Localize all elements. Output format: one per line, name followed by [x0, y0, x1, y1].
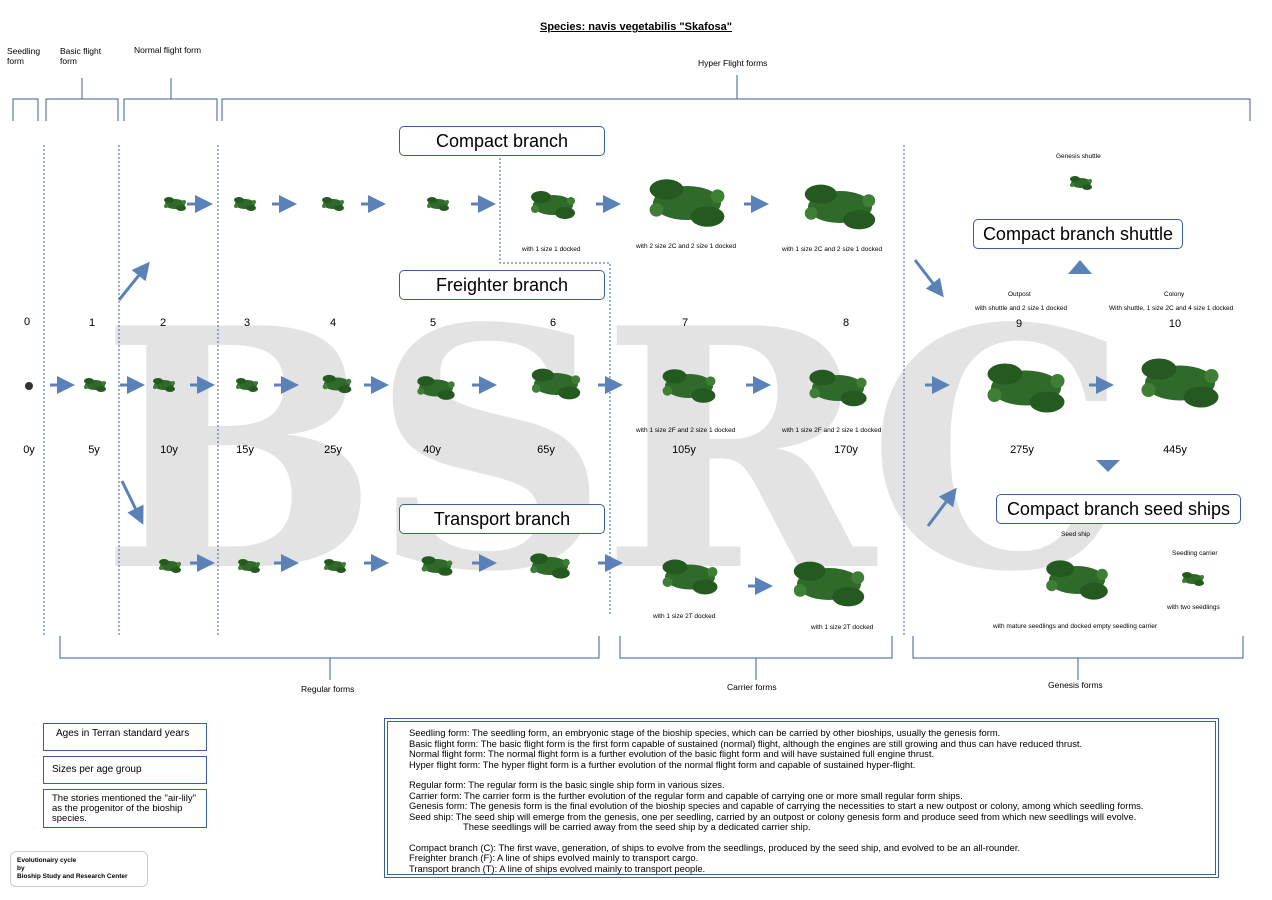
age-group-10: 10 [1168, 318, 1182, 330]
desc-line: Freighter branch (F): A line of ships ev… [409, 852, 699, 863]
desc-line: Genesis form: The genesis form is the fi… [409, 800, 1144, 811]
legend-ages: Ages in Terran standard years [43, 723, 207, 751]
caption-mature: with mature seedlings and docked empty s… [993, 623, 1158, 630]
caption-t8: with 1 size 2T docked [811, 624, 874, 631]
branch-freighter: Freighter branch [399, 270, 605, 300]
age-group-5: 5 [429, 317, 437, 329]
caption-genesis-shuttle: Genesis shuttle [1056, 153, 1101, 160]
legend-stories: The stories mentioned the "air-lily" as … [43, 789, 207, 828]
desc-line: Hyper flight form: The hyper flight form… [409, 758, 916, 770]
age-group-1: 1 [88, 317, 96, 329]
group-genesis: Genesis forms [1048, 680, 1103, 690]
caption-f8: with 1 size 2F and 2 size 1 docked [782, 427, 882, 434]
desc-line: Transport branch (T): A line of ships ev… [409, 862, 706, 874]
age-5: 40y [423, 444, 441, 456]
age-7: 105y [672, 444, 696, 456]
caption-seedling-carrier: Seedling carrier [1172, 550, 1218, 557]
branch-compact: Compact branch [399, 126, 605, 156]
caption-seed-ship: Seed ship [1061, 531, 1090, 538]
age-4: 25y [324, 444, 342, 456]
age-group-8: 8 [842, 317, 850, 329]
age-8: 170y [834, 444, 858, 456]
age-2: 10y [160, 444, 178, 456]
stage-label-hyper: Hyper Flight forms [698, 58, 768, 68]
stage-label-seedling: Seedling form [7, 46, 41, 66]
desc-line: Compact branch (C): The first wave, gene… [409, 841, 1021, 853]
description-box: Seedling form: The seedling form, an emb… [384, 718, 1219, 878]
age-group-7: 7 [681, 317, 689, 329]
group-regular: Regular forms [301, 684, 355, 694]
caption-outpost: Outpost [1008, 291, 1031, 298]
caption-outpost-sub: with shuttle and 2 size 1 docked [975, 305, 1068, 312]
group-carrier: Carrier forms [727, 682, 777, 692]
desc-line: Normal flight form: The normal flight fo… [409, 748, 935, 759]
credit-line: Bioship Study and Research Center [17, 873, 128, 880]
branch-shuttle: Compact branch shuttle [973, 219, 1183, 249]
credit-line: Evolutionairy cycle [17, 857, 77, 864]
stage-label-normal: Normal flight form [134, 45, 202, 55]
caption-with-two: with two seedlings [1167, 604, 1220, 611]
desc-line: Carrier form: The carrier form is the fu… [409, 789, 963, 801]
age-group-9: 9 [1015, 318, 1023, 330]
caption-colony: Colony [1164, 291, 1185, 298]
caption-f7: with 1 size 2F and 2 size 1 docked [636, 427, 736, 434]
age-group-2: 2 [159, 317, 167, 329]
credit-line: by [17, 865, 25, 872]
desc-line: Regular form: The regular form is the ba… [409, 779, 725, 790]
branch-seed: Compact branch seed ships [996, 494, 1241, 524]
age-group-4: 4 [329, 317, 337, 329]
desc-line: These seedlings will be carried away fro… [463, 821, 811, 832]
age-9: 275y [1010, 444, 1034, 456]
credit-box: Evolutionairy cycle by Bioship Study and… [10, 851, 148, 887]
desc-line: Seedling form: The seedling form, an emb… [409, 727, 1001, 738]
caption-c8: with 1 size 2C and 2 size 1 docked [782, 246, 883, 253]
page-title: Species: navis vegetabilis "Skafosa" [539, 21, 733, 33]
age-10: 445y [1163, 444, 1187, 456]
stage-label-basic: Basic flight form [60, 46, 102, 66]
caption-c7: with 2 size 2C and 2 size 1 docked [636, 243, 737, 250]
caption-colony-sub: With shuttle, 1 size 2C and 4 size 1 doc… [1109, 305, 1234, 312]
bracket-seedling [12, 98, 39, 121]
age-group-0: 0 [23, 316, 31, 328]
desc-line: Seed ship: The seed ship will emerge fro… [409, 810, 1137, 822]
legend-sizes: Sizes per age group [43, 756, 207, 784]
age-0: 0y [23, 444, 35, 456]
age-group-3: 3 [243, 317, 251, 329]
age-6: 65y [537, 444, 555, 456]
age-group-6: 6 [549, 317, 557, 329]
desc-line: Basic flight form: The basic flight form… [409, 737, 1083, 749]
age-1: 5y [88, 444, 100, 456]
age-3: 15y [236, 444, 254, 456]
branch-transport: Transport branch [399, 504, 605, 534]
caption-c6: with 1 size 1 docked [522, 246, 581, 253]
caption-t7: with 1 size 2T docked [653, 613, 716, 620]
